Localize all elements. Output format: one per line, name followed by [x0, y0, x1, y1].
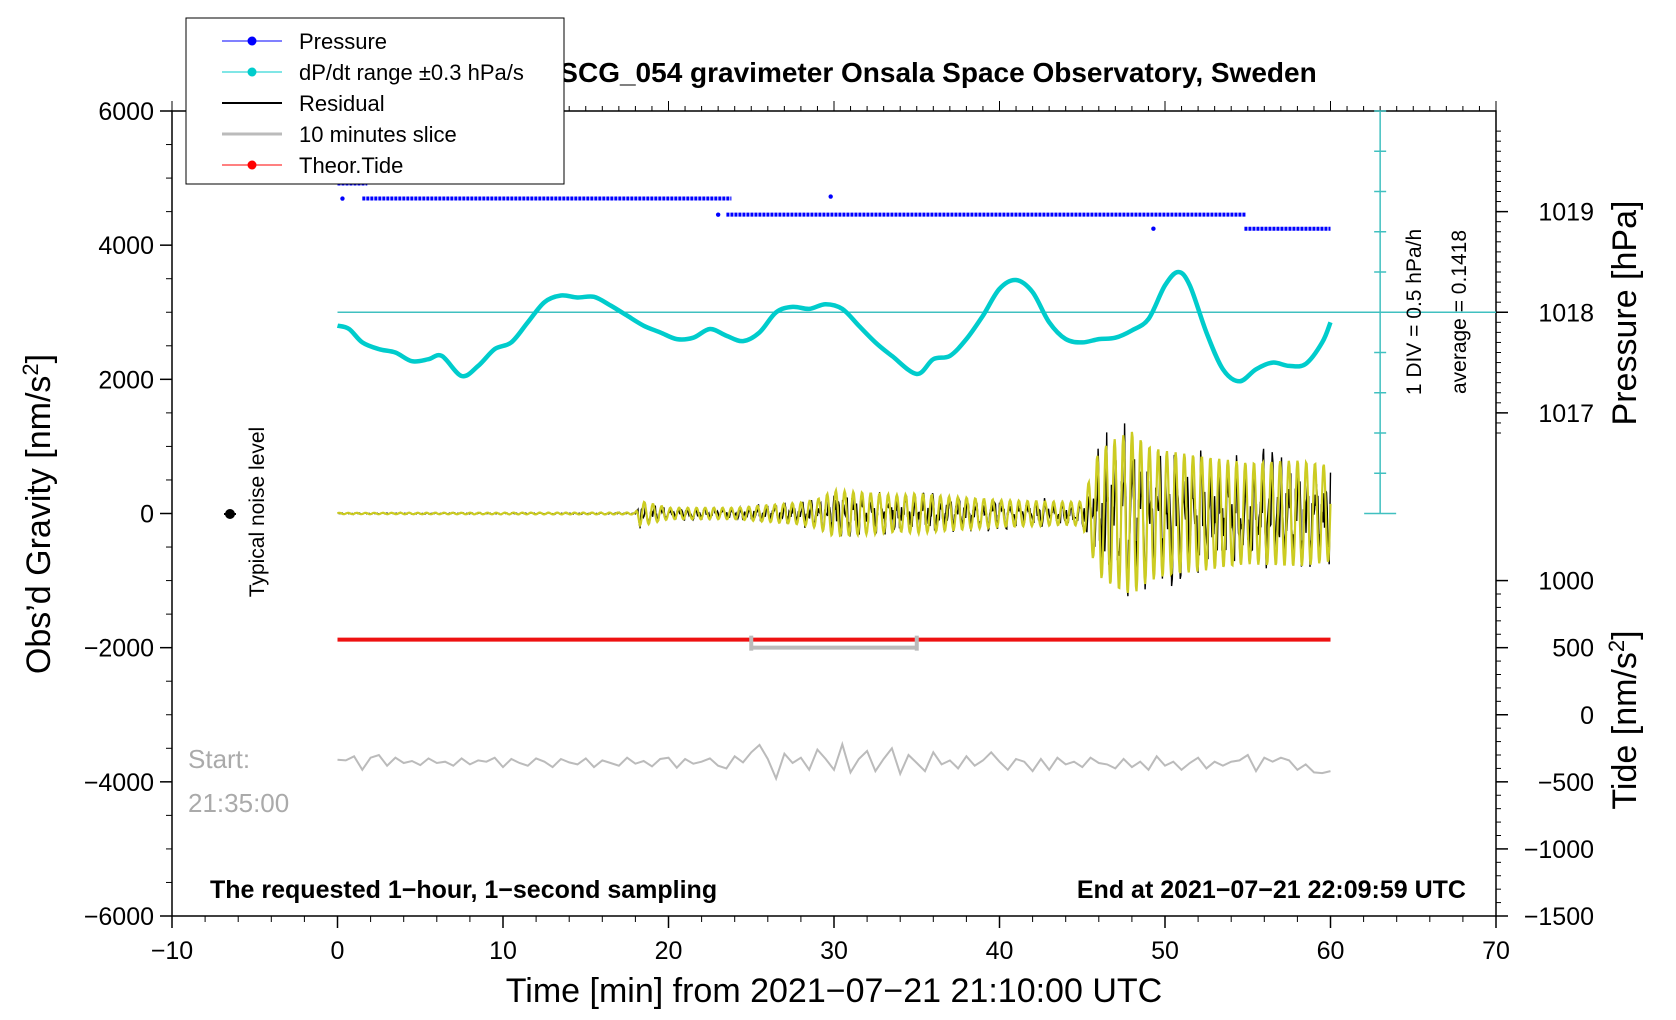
slice-trace: [337, 740, 1331, 782]
y-axis-label-left: Obs’d Gravity [nm/s2]: [18, 354, 58, 674]
time-axis: −10 0 10 20 30 40 50 60 70: [151, 916, 1510, 965]
legend-label: Pressure: [299, 29, 387, 54]
filtered-line: [336, 431, 1332, 594]
tide-tick-label: −500: [1538, 769, 1594, 797]
x-axis-label: Time [min] from 2021−07−21 21:10:00 UTC: [506, 972, 1162, 1010]
x-tick-label: 60: [1317, 937, 1345, 965]
slice-bracket: [749, 635, 919, 651]
y-tick-label: −4000: [84, 769, 154, 797]
tide-axis-label: Tide [nm/s2]: [1604, 630, 1644, 809]
legend-marker: [247, 160, 257, 170]
y-tick-label: −2000: [84, 635, 154, 663]
y-tick-label: 6000: [98, 98, 154, 126]
legend-label: Residual: [299, 91, 385, 116]
legend-marker: [247, 36, 257, 46]
legend-marker: [247, 67, 257, 77]
x-tick-label: 0: [331, 937, 345, 965]
legend-box: [185, 17, 565, 185]
y-tick-label: −6000: [84, 903, 154, 931]
x-tick-label: 20: [655, 937, 683, 965]
start-time: 21:35:00: [188, 788, 289, 818]
pressure-axis-label: Pressure [hPa]: [1606, 201, 1644, 426]
dpdt-average-label: average = 0.1418: [1448, 230, 1471, 394]
pressure-tick-label: 1017: [1538, 400, 1594, 428]
x-tick-label: 70: [1482, 937, 1510, 965]
tide-tick-label: −1000: [1524, 836, 1594, 864]
tide-tick-label: −1500: [1524, 903, 1594, 931]
y-tick-label: 2000: [98, 366, 154, 394]
tide-tick-label: 1000: [1538, 568, 1594, 596]
legend: Pressure dP/dt range ±0.3 hPa/s Residual 10…: [185, 17, 565, 185]
pressure-axis: 1017 1018 1019: [1496, 130, 1594, 434]
footer-left: The requested 1−hour, 1−second sampling: [210, 876, 717, 904]
noise-dot: [225, 509, 235, 519]
slice-line: [337, 740, 1331, 782]
x-tick-label: 40: [986, 937, 1014, 965]
pressure-point: [828, 194, 833, 199]
chart-title: SCG_054 gravimeter Onsala Space Observat…: [559, 57, 1316, 88]
tide-axis: −1500 −1000 −500 0 500 1000: [1496, 568, 1594, 931]
residual-series: [336, 423, 1332, 597]
dpdt-div-label: 1 DIV = 0.5 hPa/h: [1403, 229, 1426, 395]
pressure-point: [1151, 226, 1156, 231]
start-label: Start:: [188, 744, 250, 774]
dpdt-series: [336, 269, 1333, 384]
x-tick-label: 50: [1151, 937, 1179, 965]
pressure-point: [340, 196, 345, 201]
typical-noise-marker: [224, 509, 236, 519]
tide-tick-label: 0: [1580, 702, 1594, 730]
tide-tick-label: 500: [1552, 635, 1594, 663]
noise-label: Typical noise level: [246, 427, 269, 597]
gravity-axis: −6000 −4000 −2000 0 2000 4000 6000: [84, 98, 172, 931]
pressure-tick-label: 1018: [1538, 299, 1594, 327]
dpdt-line: [336, 269, 1333, 384]
x-tick-label: 30: [820, 937, 848, 965]
legend-label: 10 minutes slice: [299, 122, 457, 147]
y-tick-label: 4000: [98, 232, 154, 260]
footer-right: End at 2021−07−21 22:09:59 UTC: [1077, 876, 1466, 904]
legend-label: Theor.Tide: [299, 153, 403, 178]
pressure-point: [715, 212, 721, 217]
legend-label: dP/dt range ±0.3 hPa/s: [299, 60, 524, 85]
x-tick-label: 10: [489, 937, 517, 965]
pressure-tick-label: 1019: [1538, 199, 1594, 227]
y-tick-label: 0: [140, 501, 154, 529]
x-tick-label: −10: [151, 937, 193, 965]
